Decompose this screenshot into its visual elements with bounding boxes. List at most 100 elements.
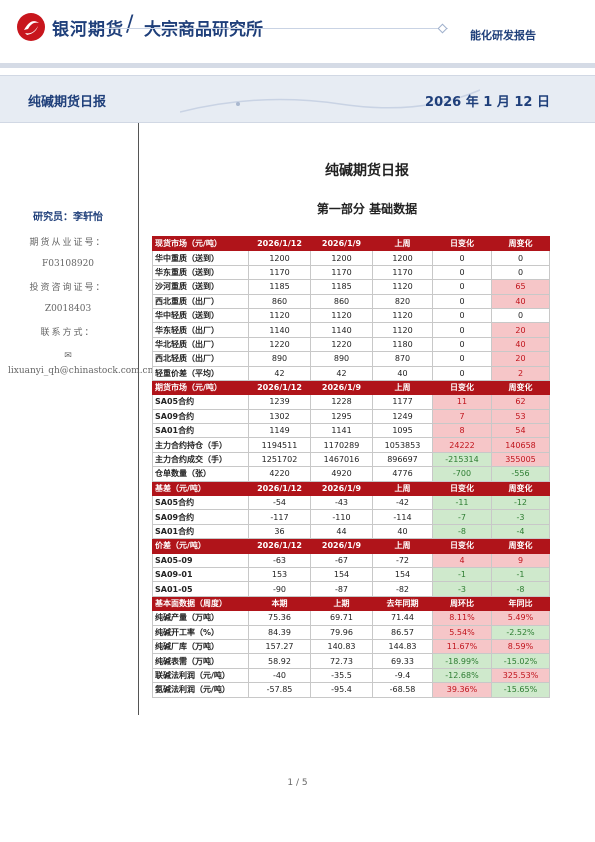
data-cell: -95.4 xyxy=(310,682,373,698)
data-cell: 154 xyxy=(310,566,373,583)
data-cell: 42 xyxy=(248,365,311,381)
table-row: 华中重质（送到） 1200 1200 1200 0 0 xyxy=(152,250,550,266)
data-cell: 11 xyxy=(432,394,492,410)
header-cell: 年同比 xyxy=(491,595,550,612)
row-label: 华东重质（送到） xyxy=(152,264,249,281)
header-band xyxy=(0,63,595,68)
row-label: 纯碱开工率（%） xyxy=(152,624,249,640)
data-cell: -12.68% xyxy=(432,667,492,684)
data-cell: 4920 xyxy=(310,466,373,482)
data-cell: 62 xyxy=(491,394,550,410)
data-cell: 11.67% xyxy=(432,638,492,655)
table-row: 氨碱法利润（元/吨） -57.85 -95.4 -68.58 39.36% -15.65% xyxy=(152,682,550,698)
data-cell: 890 xyxy=(248,351,311,367)
data-cell: 1467016 xyxy=(310,451,373,468)
data-cell: -63 xyxy=(248,552,311,568)
header-cell: 2026/1/9 xyxy=(310,379,373,396)
table-section-header: 期货市场（元/吨） 2026/1/12 2026/1/9 上周 日变化 周变化 xyxy=(152,379,550,396)
data-cell: -3 xyxy=(432,581,492,597)
data-cell: 40 xyxy=(372,523,433,540)
header-cell: 上周 xyxy=(372,235,433,252)
data-cell: -82 xyxy=(372,581,433,597)
header-cell: 周变化 xyxy=(491,379,550,396)
data-cell: -114 xyxy=(372,509,433,525)
data-cell: 1170289 xyxy=(310,437,373,453)
table-row: 纯碱表需（万吨） 58.92 72.73 69.33 -18.99% -15.02% xyxy=(152,653,550,669)
data-cell: -54 xyxy=(248,495,311,511)
data-cell: 860 xyxy=(248,293,311,309)
data-cell: 1228 xyxy=(310,394,373,410)
data-cell: -35.5 xyxy=(310,667,373,684)
data-cell: -9.4 xyxy=(372,667,433,684)
table-row: 沙河重质（送到） 1185 1185 1120 0 65 xyxy=(152,279,550,295)
data-cell: 40 xyxy=(491,293,550,309)
table-section-header: 基差（元/吨） 2026/1/12 2026/1/9 上周 日变化 周变化 xyxy=(152,480,550,497)
header-cell: 上周 xyxy=(372,538,433,554)
researcher-name: 研究员：李轩怡 xyxy=(33,212,103,223)
data-cell: 820 xyxy=(372,293,433,309)
table-row: 西北重质（出厂） 860 860 820 0 40 xyxy=(152,293,550,309)
data-cell: 4776 xyxy=(372,466,433,482)
data-cell: -3 xyxy=(491,509,550,525)
data-cell: 40 xyxy=(372,365,433,381)
data-cell: 355005 xyxy=(491,451,550,468)
data-cell: 1249 xyxy=(372,408,433,425)
data-cell: 36 xyxy=(248,523,311,540)
data-cell: 1302 xyxy=(248,408,311,425)
data-cell: 0 xyxy=(432,322,492,338)
data-cell: 8.59% xyxy=(491,638,550,655)
data-cell: 72.73 xyxy=(310,653,373,669)
row-label: 仓单数量（张） xyxy=(152,466,249,482)
row-label: SA09合约 xyxy=(152,509,249,525)
data-cell: 71.44 xyxy=(372,610,433,626)
table-row: SA09合约 -117 -110 -114 -7 -3 xyxy=(152,509,550,525)
data-cell: -7 xyxy=(432,509,492,525)
row-label: 西北重质（出厂） xyxy=(152,293,249,309)
data-cell: -8 xyxy=(491,581,550,597)
row-label: 主力合约成交（手） xyxy=(152,451,249,468)
table-section-header: 价差（元/吨） 2026/1/12 2026/1/9 上周 日变化 周变化 xyxy=(152,538,550,554)
data-cell: 154 xyxy=(372,566,433,583)
data-cell: 0 xyxy=(432,365,492,381)
table-row: 纯碱厂库（万吨） 157.27 140.83 144.83 11.67% 8.59% xyxy=(152,638,550,655)
data-cell: 1170 xyxy=(310,264,373,281)
data-cell: 84.39 xyxy=(248,624,311,640)
header-cell: 日变化 xyxy=(432,480,492,497)
data-cell: 0 xyxy=(432,279,492,295)
data-cell: 20 xyxy=(491,322,550,338)
data-cell: 1251702 xyxy=(248,451,311,468)
header-cell: 价差（元/吨） xyxy=(152,538,249,554)
row-label: SA05合约 xyxy=(152,394,249,410)
data-cell: 0 xyxy=(432,307,492,324)
data-cell: 1095 xyxy=(372,423,433,439)
institute-name: 大宗商品研究所 xyxy=(144,20,263,40)
data-cell: -110 xyxy=(310,509,373,525)
data-cell: 1200 xyxy=(310,250,373,266)
data-cell: 0 xyxy=(432,250,492,266)
banner-date: 2026 年 1 月 12 日 xyxy=(425,95,550,110)
data-cell: -15.02% xyxy=(491,653,550,669)
data-cell: 1149 xyxy=(248,423,311,439)
data-cell: 860 xyxy=(310,293,373,309)
header-cell: 2026/1/9 xyxy=(310,538,373,554)
data-cell: 75.36 xyxy=(248,610,311,626)
data-cell: 39.36% xyxy=(432,682,492,698)
email-contact[interactable]: ✉ lixuanyi_qh@chinastock.com.cn xyxy=(0,349,153,379)
header-cell: 日变化 xyxy=(432,379,492,396)
data-cell: 1200 xyxy=(248,250,311,266)
diamond-ornament-icon xyxy=(437,23,448,34)
table-row: 主力合约成交（手） 1251702 1467016 896697 -215314 3550… xyxy=(152,451,550,468)
data-cell: 1177 xyxy=(372,394,433,410)
header-cell: 2026/1/9 xyxy=(310,235,373,252)
data-cell: 8.11% xyxy=(432,610,492,626)
license-label: 期货从业证号： xyxy=(29,238,107,248)
data-cell: 42 xyxy=(310,365,373,381)
data-cell: 8 xyxy=(432,423,492,439)
table-row: SA01-05 -90 -87 -82 -3 -8 xyxy=(152,581,550,597)
data-cell: 4 xyxy=(432,552,492,568)
row-label: 纯碱厂库（万吨） xyxy=(152,638,249,655)
header-cell: 2026/1/12 xyxy=(248,538,311,554)
data-cell: 7 xyxy=(432,408,492,425)
data-cell: 1120 xyxy=(372,307,433,324)
data-cell: 144.83 xyxy=(372,638,433,655)
